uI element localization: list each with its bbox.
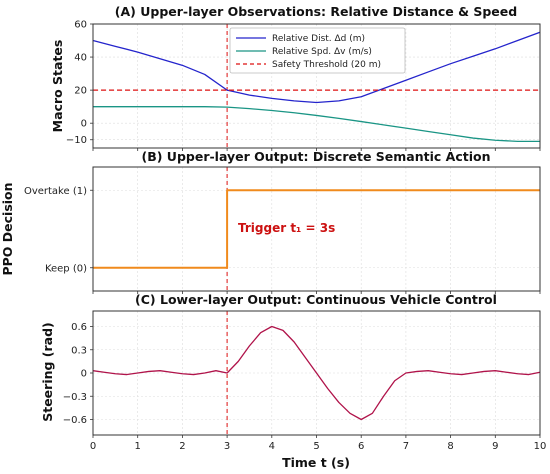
- panel-b-ytick-label: Keep (0): [45, 263, 87, 274]
- x-tick-label: 2: [179, 441, 185, 452]
- x-axis-label: Time t (s): [282, 455, 350, 470]
- panel-a-ylabel: Macro States: [50, 40, 65, 133]
- panel-a-ytick-label: 0: [81, 119, 87, 130]
- panel-a-ytick-label: 40: [74, 53, 87, 64]
- panel-b-ylabel: PPO Decision: [0, 182, 15, 275]
- panel-b-frame: [92, 166, 541, 292]
- x-tick-label: 5: [313, 441, 319, 452]
- x-tick-label: 1: [135, 441, 141, 452]
- panel-c-yticks: 0.6 0.3 0 −0.3 −0.6: [63, 322, 93, 426]
- panel-a-series: [92, 31, 541, 143]
- panel-c-ytick-label: 0.3: [71, 345, 87, 356]
- x-tick-label: 4: [269, 441, 275, 452]
- panel-c: (C) Lower-layer Output: Continuous Vehic…: [40, 292, 546, 470]
- legend-label-threshold: Safety Threshold (20 m): [272, 60, 381, 70]
- panel-a-ytick-label: −10: [66, 135, 87, 146]
- x-tick-label: 6: [358, 441, 364, 452]
- x-tick-label: 9: [492, 441, 498, 452]
- panel-c-series: [92, 325, 541, 421]
- panel-a-title: (A) Upper-layer Observations: Relative D…: [115, 4, 517, 19]
- panel-b-ytick-label: Overtake (1): [24, 186, 87, 197]
- x-tick-label: 8: [447, 441, 453, 452]
- panel-c-frame: [92, 310, 541, 436]
- x-tick-label: 0: [90, 441, 96, 452]
- panel-a: (A) Upper-layer Observations: Relative D…: [50, 4, 541, 151]
- panel-b: (B) Upper-layer Output: Discrete Semanti…: [0, 149, 541, 294]
- panel-a-ytick-label: 60: [74, 20, 87, 31]
- panel-c-ytick-label: 0: [81, 369, 87, 380]
- legend-box: [229, 27, 406, 74]
- panel-b-series: [93, 189, 540, 269]
- panel-c-ytick-label: 0.6: [71, 322, 87, 333]
- trigger-annotation: Trigger t₁ = 3s: [238, 221, 335, 235]
- panel-c-ylabel: Steering (rad): [40, 322, 55, 422]
- x-tick-label: 3: [224, 441, 230, 452]
- x-tick-label: 10: [534, 441, 547, 452]
- panel-c-series-series-0: [92, 325, 541, 421]
- panel-a-series-relative-spd-v-m-s: [93, 106, 540, 143]
- legend-label-speed: Relative Spd. Δv (m/s): [272, 47, 372, 57]
- panel-c-ytick-label: −0.6: [63, 415, 87, 426]
- panel-a-frame: [92, 23, 541, 149]
- legend: Relative Dist. Δd (m) Relative Spd. Δv (…: [229, 27, 406, 74]
- panel-a-series-relative-dist-d-m: [92, 31, 541, 104]
- legend-label-distance: Relative Dist. Δd (m): [272, 34, 365, 44]
- panel-a-ytick-label: 20: [74, 86, 87, 97]
- panel-c-title: (C) Lower-layer Output: Continuous Vehic…: [135, 292, 497, 307]
- panel-c-ytick-label: −0.3: [63, 392, 87, 403]
- panel-c-xticks: 0 1 2 3 4 5 6 7 8 9 10: [90, 435, 547, 452]
- panel-b-title: (B) Upper-layer Output: Discrete Semanti…: [142, 149, 491, 164]
- x-tick-label: 7: [403, 441, 409, 452]
- panel-b-yticks: Overtake (1) Keep (0): [24, 186, 541, 294]
- panel-b-series-series-0: [93, 189, 540, 269]
